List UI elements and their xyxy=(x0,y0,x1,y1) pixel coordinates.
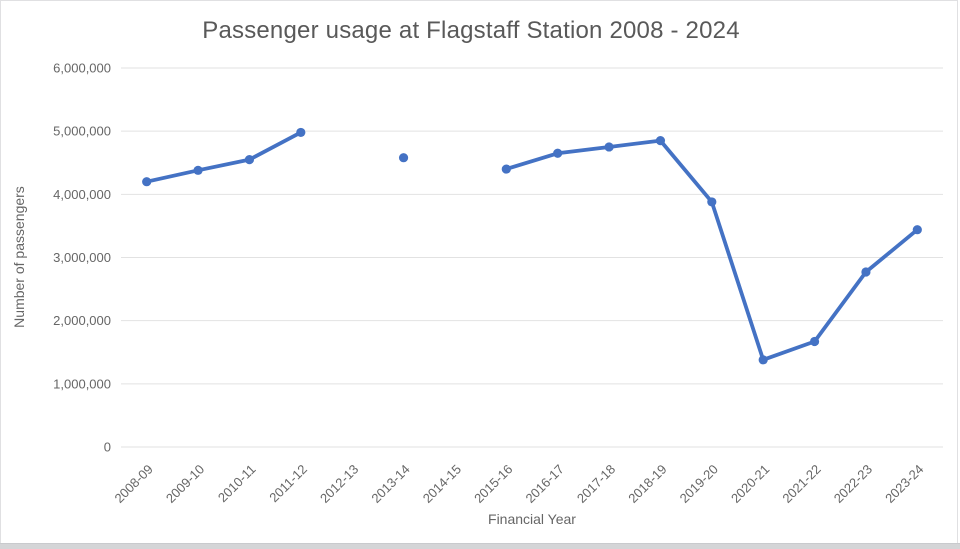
data-point-marker xyxy=(861,267,871,277)
data-point-marker xyxy=(553,148,563,158)
x-tick-label: 2019-20 xyxy=(677,462,721,506)
y-tick-label: 6,000,000 xyxy=(53,61,111,76)
data-point-marker xyxy=(655,136,666,146)
data-point-marker xyxy=(193,165,203,175)
data-point-marker xyxy=(707,197,717,207)
x-tick-label: 2009-10 xyxy=(163,462,207,506)
x-tick-label: 2015-16 xyxy=(471,462,515,506)
x-tick-label: 2023-24 xyxy=(882,462,926,506)
chart-title: Passenger usage at Flagstaff Station 200… xyxy=(202,17,740,44)
x-tick-label: 2020-21 xyxy=(728,462,772,506)
series-line-segment xyxy=(504,138,920,362)
x-tick-label: 2013-14 xyxy=(368,462,412,506)
window-bottom-edge xyxy=(0,543,960,549)
x-axis-title: Financial Year xyxy=(488,511,576,527)
data-point-marker xyxy=(604,142,614,152)
data-point-marker xyxy=(809,336,820,347)
x-tick-label: 2010-11 xyxy=(215,462,259,506)
x-tick-label: 2014-15 xyxy=(420,462,464,506)
y-tick-label: 4,000,000 xyxy=(53,187,111,202)
data-point-marker xyxy=(398,153,409,163)
x-tick-label: 2017-18 xyxy=(574,462,618,506)
x-tick-label: 2018-19 xyxy=(625,462,669,506)
y-tick-label: 2,000,000 xyxy=(53,313,111,328)
x-tick-label: 2008-09 xyxy=(111,462,155,506)
data-point-marker xyxy=(501,164,511,174)
y-tick-label: 0 xyxy=(104,440,111,455)
x-tick-label: 2011-12 xyxy=(266,462,310,506)
x-tick-label: 2016-17 xyxy=(522,462,566,506)
y-tick-label: 3,000,000 xyxy=(53,250,111,265)
data-point-marker xyxy=(296,127,306,138)
data-point-marker xyxy=(142,177,152,187)
x-tick-label: 2022-23 xyxy=(831,462,875,506)
x-tick-label: 2021-22 xyxy=(779,462,823,506)
data-point-marker xyxy=(244,154,255,165)
y-tick-label: 5,000,000 xyxy=(53,124,111,139)
y-tick-label: 1,000,000 xyxy=(53,376,111,391)
data-point-marker xyxy=(912,225,922,235)
series-line-segment xyxy=(144,130,303,184)
x-tick-label: 2012-13 xyxy=(317,462,361,506)
data-point-marker xyxy=(758,355,768,365)
